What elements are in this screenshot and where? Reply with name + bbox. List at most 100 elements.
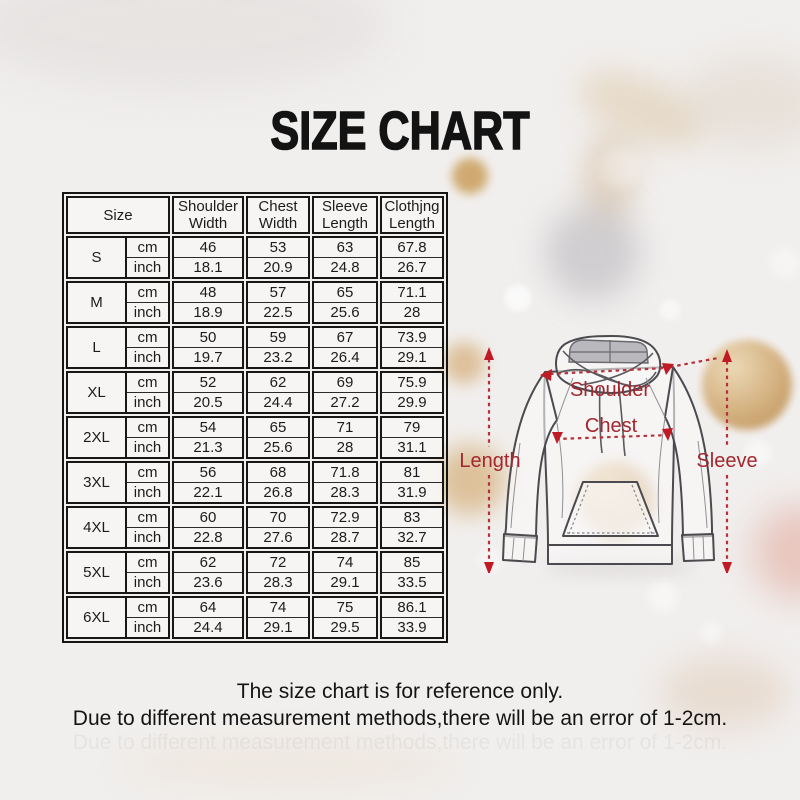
cm-value: 83 bbox=[382, 508, 442, 528]
bokeh-dot bbox=[648, 582, 678, 612]
value-cell: 53 20.9 bbox=[246, 236, 310, 279]
value-cell: 85 33.5 bbox=[380, 551, 444, 594]
cm-value: 68 bbox=[248, 463, 308, 483]
hoodie-right-cuff bbox=[681, 533, 715, 562]
inch-value: 24.4 bbox=[263, 394, 293, 411]
unit-cm: cm bbox=[127, 463, 168, 483]
background-blob bbox=[545, 205, 640, 300]
inch-value: 25.6 bbox=[330, 304, 360, 321]
shoulder-to-sleeve-dashes bbox=[669, 356, 719, 369]
unit-cells: cm inch bbox=[127, 463, 168, 502]
size-label: 3XL bbox=[68, 463, 127, 502]
cm-value: 67.8 bbox=[382, 238, 442, 258]
value-cell: 71 28 bbox=[312, 416, 378, 459]
cm-value: 79 bbox=[382, 418, 442, 438]
size-group: 6XL cm inch bbox=[66, 596, 170, 639]
cm-value: 69 bbox=[314, 373, 376, 393]
chest-measure-line bbox=[555, 433, 671, 441]
inch-value: 32.7 bbox=[397, 529, 427, 546]
size-label: XL bbox=[68, 373, 127, 412]
unit-inch: inch bbox=[133, 484, 162, 501]
inch-value: 18.9 bbox=[193, 304, 223, 321]
cm-value: 81 bbox=[382, 463, 442, 483]
unit-cm: cm bbox=[127, 373, 168, 393]
background-blob bbox=[0, 0, 390, 90]
measure-labels: Shoulder Chest Length Sleeve bbox=[460, 379, 758, 472]
bokeh-dot bbox=[660, 300, 680, 320]
header-clothing-length: Clothjng Length bbox=[380, 196, 444, 234]
hoodie-diagram: Shoulder Chest Length Sleeve bbox=[460, 335, 758, 573]
cm-value: 62 bbox=[174, 553, 242, 573]
size-label: 6XL bbox=[68, 598, 127, 637]
cm-value: 70 bbox=[248, 508, 308, 528]
bokeh-dot bbox=[770, 248, 800, 278]
unit-inch: inch bbox=[133, 259, 162, 276]
value-cell: 83 32.7 bbox=[380, 506, 444, 549]
length-arrow-up-icon bbox=[484, 347, 494, 360]
inch-value: 21.3 bbox=[193, 439, 223, 456]
sleeve-arrow-up-icon bbox=[722, 349, 732, 362]
unit-cm: cm bbox=[127, 283, 168, 303]
unit-inch: inch bbox=[133, 349, 162, 366]
chest-label: Chest bbox=[585, 415, 638, 437]
unit-inch: inch bbox=[133, 394, 162, 411]
cm-value: 65 bbox=[248, 418, 308, 438]
cm-value: 53 bbox=[248, 238, 308, 258]
inch-value: 22.1 bbox=[193, 484, 223, 501]
footer-line-1: The size chart is for reference only. bbox=[236, 680, 564, 703]
cm-value: 71.1 bbox=[382, 283, 442, 303]
value-cell: 74 29.1 bbox=[246, 596, 310, 639]
inch-value: 28.3 bbox=[263, 574, 293, 591]
inch-value: 28.3 bbox=[330, 484, 360, 501]
inch-value: 33.9 bbox=[397, 619, 427, 636]
inch-value: 27.6 bbox=[263, 529, 293, 546]
value-cell: 54 21.3 bbox=[172, 416, 244, 459]
unit-inch: inch bbox=[133, 439, 162, 456]
unit-inch: inch bbox=[133, 304, 162, 321]
unit-cm: cm bbox=[127, 553, 168, 573]
inch-value: 27.2 bbox=[330, 394, 360, 411]
shoulder-arrow-left-icon bbox=[540, 369, 552, 381]
value-cell: 75 29.5 bbox=[312, 596, 378, 639]
size-label: 2XL bbox=[68, 418, 127, 457]
cm-value: 62 bbox=[248, 373, 308, 393]
size-group: XL cm inch bbox=[66, 371, 170, 414]
size-group: 3XL cm inch bbox=[66, 461, 170, 504]
cm-value: 73.9 bbox=[382, 328, 442, 348]
page-title: SIZE CHART bbox=[270, 101, 530, 161]
unit-cells: cm inch bbox=[127, 508, 168, 547]
value-cell: 63 24.8 bbox=[312, 236, 378, 279]
value-cell: 46 18.1 bbox=[172, 236, 244, 279]
cm-value: 74 bbox=[314, 553, 376, 573]
inch-value: 22.5 bbox=[263, 304, 293, 321]
inch-value: 24.8 bbox=[330, 259, 360, 276]
inch-value: 31.9 bbox=[397, 484, 427, 501]
cm-value: 48 bbox=[174, 283, 242, 303]
unit-cells: cm inch bbox=[127, 598, 168, 637]
unit-cells: cm inch bbox=[127, 553, 168, 592]
measure-lines bbox=[487, 356, 729, 563]
value-cell: 67 26.4 bbox=[312, 326, 378, 369]
cm-value: 54 bbox=[174, 418, 242, 438]
header-chest-width: Chest Width bbox=[246, 196, 310, 234]
footer-line-2: Due to different measurement methods,the… bbox=[72, 707, 728, 730]
unit-inch: inch bbox=[133, 574, 162, 591]
footer-note: The size chart is for reference only. Du… bbox=[0, 678, 800, 732]
bokeh-dot bbox=[505, 285, 531, 311]
cm-value: 71.8 bbox=[314, 463, 376, 483]
cm-value: 67 bbox=[314, 328, 376, 348]
hoodie-left-cuff bbox=[502, 533, 538, 563]
hood-inner-panel bbox=[568, 339, 649, 364]
cm-value: 71 bbox=[314, 418, 376, 438]
inch-value: 20.9 bbox=[263, 259, 293, 276]
inch-value: 28.7 bbox=[330, 529, 360, 546]
value-cell: 71.8 28.3 bbox=[312, 461, 378, 504]
value-cell: 62 24.4 bbox=[246, 371, 310, 414]
value-cell: 70 27.6 bbox=[246, 506, 310, 549]
inch-value: 29.1 bbox=[263, 619, 293, 636]
hoodie-pocket bbox=[562, 481, 659, 537]
value-cell: 56 22.1 bbox=[172, 461, 244, 504]
shoulder-arrow-right-icon bbox=[662, 363, 674, 375]
cm-value: 85 bbox=[382, 553, 442, 573]
